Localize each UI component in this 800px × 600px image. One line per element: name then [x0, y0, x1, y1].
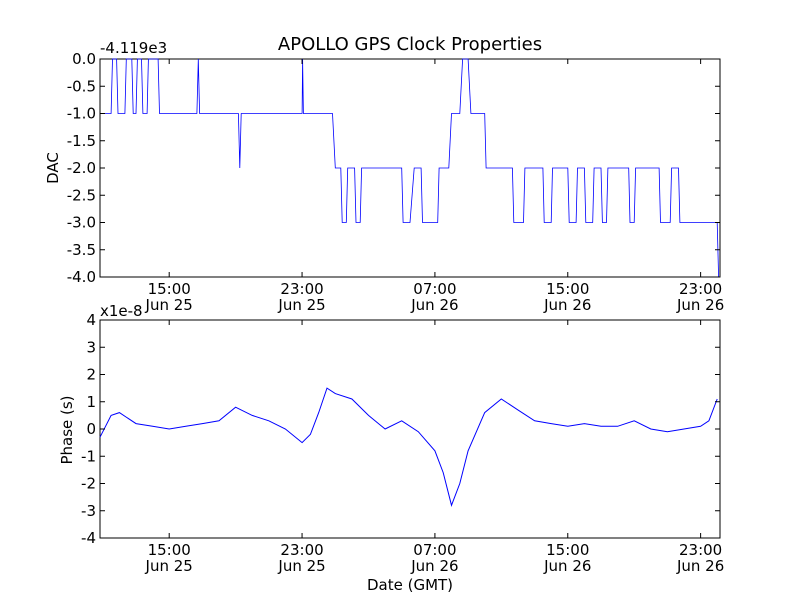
x-axis-label: Date (GMT) [367, 576, 453, 594]
y-tick-label: 0 [86, 420, 96, 438]
phase-y-axis-label: Phase (s) [58, 395, 76, 464]
x-tick-time-label: 15:00 [546, 280, 589, 298]
y-tick-label: -4.0 [67, 268, 96, 286]
phase-series-line [99, 387, 718, 507]
y-tick-label: -2.0 [67, 159, 96, 177]
phase-y-ticks: 4 3 2 1 0 -1 -2 -3 -4 [81, 311, 720, 547]
x-tick-date-label: Jun 26 [543, 296, 591, 314]
y-tick-label: -1 [81, 447, 96, 465]
x-tick-date-label: Jun 25 [145, 557, 193, 575]
x-tick-date-label: Jun 25 [277, 296, 325, 314]
x-tick-time-label: 15:00 [148, 541, 191, 559]
y-tick-label: -3 [81, 502, 96, 520]
x-tick-date-label: Jun 26 [676, 296, 724, 314]
dac-plot: 0.0 -0.5 -1.0 -1.5 -2.0 -2.5 -3.0 -3.5 -4.0 15:0… [67, 50, 725, 314]
x-tick-time-label: 07:00 [413, 280, 456, 298]
x-tick-time-label: 23:00 [679, 541, 722, 559]
x-tick-time-label: 15:00 [148, 280, 191, 298]
x-tick-date-label: Jun 25 [145, 296, 193, 314]
y-tick-label: 0.0 [72, 50, 96, 68]
chart-title: APOLLO GPS Clock Properties [278, 34, 542, 55]
y-tick-label: -1.0 [67, 105, 96, 123]
y-tick-label: 2 [86, 366, 96, 384]
y-tick-label: -4 [81, 529, 96, 547]
x-tick-time-label: 23:00 [280, 541, 323, 559]
y-tick-label: -2 [81, 475, 96, 493]
x-tick-time-label: 23:00 [679, 280, 722, 298]
x-tick-date-label: Jun 25 [277, 557, 325, 575]
x-tick-date-label: Jun 26 [410, 296, 458, 314]
x-tick-time-label: 15:00 [546, 541, 589, 559]
dac-offset-label: -4.119e3 [100, 39, 167, 57]
x-tick-date-label: Jun 26 [676, 557, 724, 575]
dac-series-line [100, 58, 719, 278]
y-tick-label: -2.5 [67, 186, 96, 204]
y-tick-label: 4 [86, 311, 96, 329]
x-tick-time-label: 23:00 [280, 280, 323, 298]
y-tick-label: -3.0 [67, 214, 96, 232]
y-tick-label: -3.5 [67, 241, 96, 259]
y-tick-label: -0.5 [67, 77, 96, 95]
y-tick-label: -1.5 [67, 132, 96, 150]
dac-y-ticks: 0.0 -0.5 -1.0 -1.5 -2.0 -2.5 -3.0 -3.5 -4.0 [67, 50, 720, 286]
y-tick-label: 3 [86, 338, 96, 356]
dac-y-axis-label: DAC [44, 152, 62, 184]
x-tick-date-label: Jun 26 [410, 557, 458, 575]
phase-offset-label: x1e-8 [100, 302, 143, 320]
y-tick-label: 1 [86, 393, 96, 411]
x-tick-time-label: 07:00 [413, 541, 456, 559]
x-tick-date-label: Jun 26 [543, 557, 591, 575]
